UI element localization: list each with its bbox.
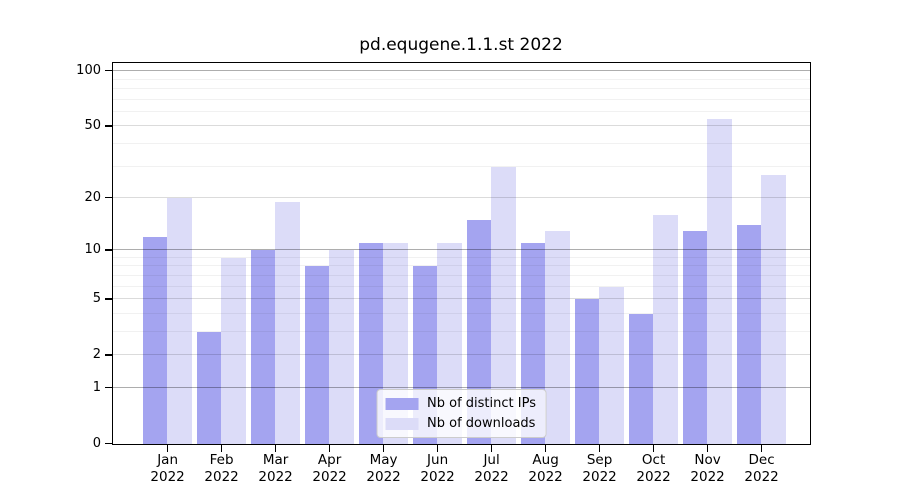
x-tick-label-sep: Sep 2022: [582, 452, 617, 485]
bar-downloads-mar: [275, 201, 300, 444]
y-tick-mark-1: [105, 386, 112, 389]
x-tick-label-apr: Apr 2022: [312, 452, 347, 485]
x-tick-mark-sep: [598, 445, 601, 452]
x-tick-label-oct: Oct 2022: [636, 452, 671, 485]
x-tick-mark-aug: [544, 445, 547, 452]
gridline-40: [113, 142, 810, 144]
y-tick-label-10: 10: [84, 241, 101, 257]
gridline-50: [113, 125, 810, 127]
y-tick-label-20: 20: [84, 189, 101, 205]
gridline-9: [113, 256, 810, 258]
x-tick-label-jun: Jun 2022: [420, 452, 455, 485]
y-tick-mark-10: [105, 249, 112, 251]
bar-distinct-ips-nov: [683, 230, 708, 444]
legend-item-distinct-ips: Nb of distinct IPs: [385, 396, 536, 411]
legend: Nb of distinct IPs Nb of downloads: [376, 389, 547, 438]
bar-downloads-jan: [167, 198, 192, 444]
x-tick-label-may: May 2022: [366, 452, 401, 485]
bar-distinct-ips-jan: [143, 236, 168, 444]
gridline-4: [113, 312, 810, 314]
plot-area: Nb of distinct IPs Nb of downloads: [112, 62, 811, 445]
x-tick-mark-apr: [328, 445, 331, 452]
x-tick-label-jan: Jan 2022: [150, 452, 185, 485]
y-tick-mark-100: [105, 70, 112, 72]
x-tick-mark-jul: [490, 445, 493, 452]
gridline-3: [113, 331, 810, 332]
x-tick-mark-nov: [706, 445, 709, 452]
y-tick-label-0: 0: [92, 435, 101, 451]
x-tick-label-nov: Nov 2022: [690, 452, 725, 485]
gridline-10: [113, 249, 810, 251]
x-tick-mark-may: [382, 445, 385, 452]
gridline-6: [113, 285, 810, 287]
gridline-2: [113, 354, 810, 356]
legend-swatch-distinct-ips: [385, 397, 419, 410]
gridline-5: [113, 298, 810, 300]
bar-distinct-ips-feb: [197, 332, 222, 444]
y-tick-mark-5: [105, 298, 112, 300]
bar-distinct-ips-sep: [575, 299, 600, 444]
gridline-20: [113, 197, 810, 199]
bar-downloads-apr: [329, 250, 354, 444]
y-tick-label-2: 2: [92, 346, 101, 362]
gridline-80: [113, 87, 810, 89]
bar-downloads-nov: [707, 118, 732, 444]
bar-downloads-aug: [545, 230, 570, 444]
bar-downloads-sep: [599, 286, 624, 444]
bar-downloads-oct: [653, 215, 678, 444]
bar-downloads-feb: [221, 257, 246, 444]
gridline-100: [113, 70, 810, 72]
y-tick-mark-20: [105, 197, 112, 199]
chart-title: pd.equgene.1.1.st 2022: [359, 35, 563, 55]
y-tick-mark-50: [105, 125, 112, 127]
x-tick-mark-dec: [760, 445, 763, 452]
x-tick-mark-feb: [220, 445, 223, 452]
bar-distinct-ips-dec: [737, 225, 762, 444]
y-tick-label-5: 5: [92, 290, 101, 306]
x-tick-mark-oct: [652, 445, 655, 452]
bar-distinct-ips-apr: [305, 266, 330, 444]
gridline-1: [113, 387, 810, 388]
bar-distinct-ips-oct: [629, 313, 654, 444]
gridline-8: [113, 265, 810, 267]
y-tick-label-100: 100: [76, 62, 101, 78]
y-tick-label-1: 1: [92, 379, 101, 395]
gridline-60: [113, 110, 810, 112]
x-tick-mark-jun: [436, 445, 439, 452]
legend-item-downloads: Nb of downloads: [385, 416, 536, 431]
y-tick-label-50: 50: [84, 118, 101, 133]
y-tick-mark-2: [105, 354, 112, 356]
legend-label-distinct-ips: Nb of distinct IPs: [427, 396, 536, 411]
legend-label-downloads: Nb of downloads: [427, 416, 536, 431]
gridline-30: [113, 165, 810, 167]
x-tick-label-aug: Aug 2022: [528, 452, 563, 485]
gridline-90: [113, 78, 810, 80]
x-tick-label-feb: Feb 2022: [204, 452, 239, 485]
gridline-7: [113, 274, 810, 276]
x-tick-label-jul: Jul 2022: [474, 452, 509, 485]
x-tick-mark-mar: [274, 445, 277, 452]
gridline-70: [113, 98, 810, 100]
bar-distinct-ips-mar: [251, 250, 276, 444]
legend-swatch-downloads: [385, 417, 419, 430]
x-tick-label-mar: Mar 2022: [258, 452, 293, 485]
y-tick-mark-0: [105, 443, 112, 445]
bar-downloads-dec: [761, 174, 786, 444]
x-tick-label-dec: Dec 2022: [744, 452, 779, 485]
x-tick-mark-jan: [166, 445, 169, 452]
